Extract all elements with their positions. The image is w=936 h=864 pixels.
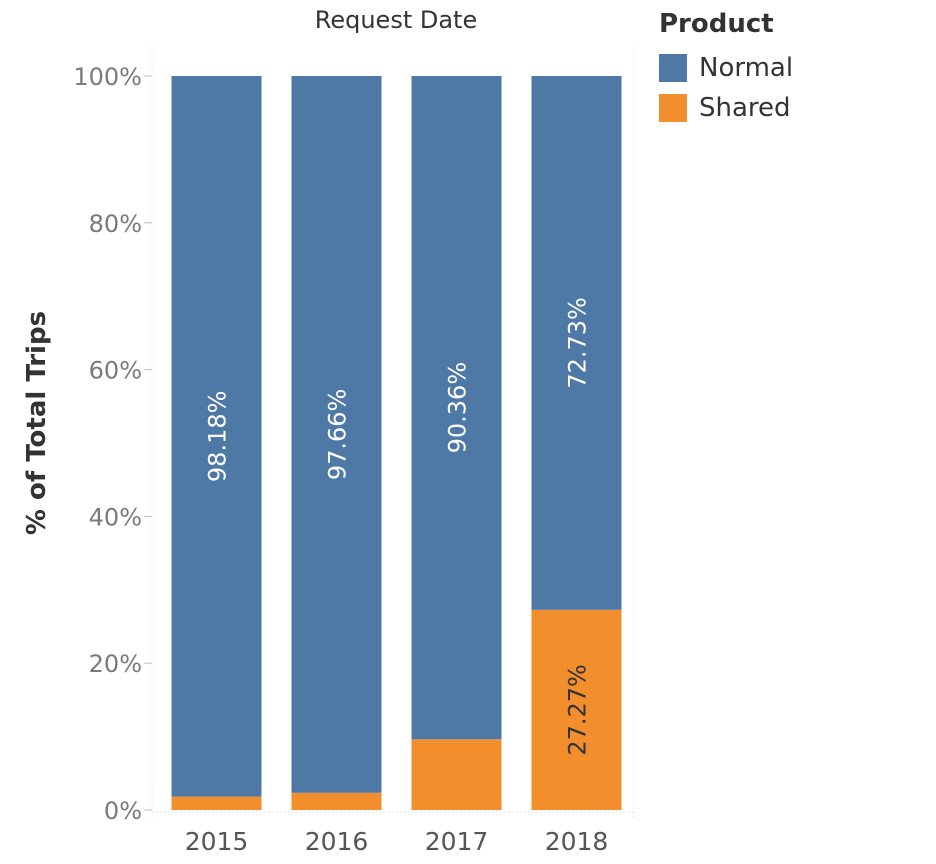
y-tick-label: 100%: [73, 63, 142, 91]
x-tick-label-2018: 2018: [545, 827, 609, 856]
legend-label-normal: Normal: [699, 53, 794, 83]
data-label-normal-2016: 97.66%: [324, 389, 352, 481]
y-tick-label: 20%: [89, 650, 142, 678]
legend-item-shared[interactable]: Shared: [659, 88, 919, 128]
y-tick-label: 80%: [89, 210, 142, 238]
y-axis-label: % of Total Trips: [22, 311, 52, 535]
legend-title: Product: [659, 9, 774, 39]
y-tick-labels: 0% 20% 40% 60% 80% 100%: [73, 63, 152, 825]
x-tick-label-2016: 2016: [305, 827, 369, 856]
bar-normal-2015[interactable]: [171, 76, 262, 797]
grid-layer: [151, 44, 635, 820]
legend-swatch-normal: [659, 54, 687, 82]
bar-normal-2016[interactable]: [291, 76, 382, 793]
bar-shared-2018[interactable]: [531, 609, 622, 810]
legend-label-shared: Shared: [699, 93, 791, 123]
bar-shared-2017[interactable]: [411, 739, 502, 810]
x-tick-labels: 2015 2016 2017 2018: [185, 827, 609, 856]
bar-labels-layer: 98.18% 97.66% 90.36% 27.27% 72.73%: [204, 297, 592, 756]
x-tick-label-2015: 2015: [185, 827, 249, 856]
legend-swatch-shared: [659, 94, 687, 122]
bars-layer: [171, 76, 622, 810]
y-tick-label: 60%: [89, 357, 142, 385]
bar-shared-2016[interactable]: [291, 792, 382, 810]
data-label-shared-2018: 27.27%: [564, 664, 592, 756]
chart-title: Request Date: [315, 6, 477, 34]
bar-normal-2018[interactable]: [531, 76, 622, 610]
data-label-normal-2017: 90.36%: [444, 362, 472, 454]
legend-item-normal[interactable]: Normal: [659, 48, 919, 88]
y-tick-label: 0%: [104, 797, 142, 825]
y-tick-label: 40%: [89, 503, 142, 531]
bar-normal-2017[interactable]: [411, 76, 502, 740]
data-label-normal-2018: 72.73%: [564, 297, 592, 389]
legend: Product Normal Shared: [659, 8, 919, 128]
x-tick-label-2017: 2017: [425, 827, 489, 856]
data-label-normal-2015: 98.18%: [204, 391, 232, 483]
bar-shared-2015[interactable]: [171, 796, 262, 810]
